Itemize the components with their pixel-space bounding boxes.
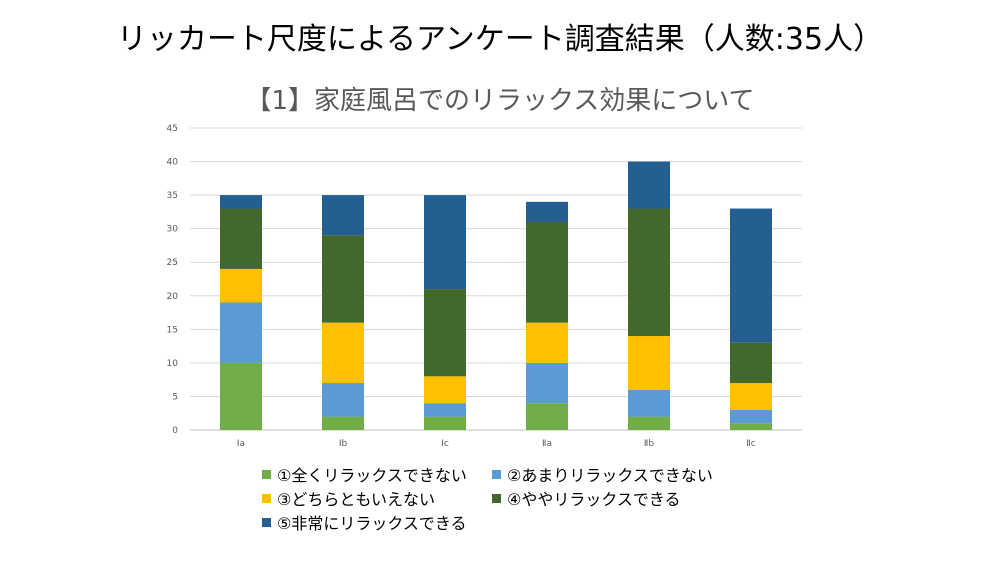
bar-segment xyxy=(322,235,364,323)
bar-segment xyxy=(628,416,670,430)
bar-segment xyxy=(628,389,670,417)
legend-item-series-4: ④ややリラックスできる xyxy=(492,486,681,510)
bar-segment xyxy=(424,403,466,417)
bar-segment xyxy=(526,403,568,430)
legend-label: ⑤非常にリラックスできる xyxy=(277,514,467,533)
legend-label: ③どちらともいえない xyxy=(277,490,436,509)
bar-segment xyxy=(628,161,670,209)
bar-segment xyxy=(628,336,670,390)
bar-segment xyxy=(628,208,670,337)
y-tick-label: 10 xyxy=(167,359,179,369)
bar-segment xyxy=(220,362,262,430)
bar-segment xyxy=(526,322,568,363)
bar-segment xyxy=(730,208,772,343)
bar-segment xyxy=(526,362,568,404)
bar-segment xyxy=(220,195,262,209)
bar-segment xyxy=(220,208,262,269)
x-tick-label: Ⅱb xyxy=(644,439,654,449)
bar-segment xyxy=(322,383,364,417)
bar-segment xyxy=(220,302,262,363)
slide-title: リッカート尺度によるアンケート調査結果（人数:35人） xyxy=(116,22,884,57)
legend-swatch xyxy=(492,493,501,503)
y-tick-label: 45 xyxy=(167,124,178,134)
legend-item-series-1: ①全くリラックスできない xyxy=(262,462,467,486)
bar-segment xyxy=(730,342,772,384)
y-tick-label: 35 xyxy=(167,191,178,201)
y-tick-label: 0 xyxy=(172,426,178,436)
bar-segment xyxy=(730,383,772,410)
y-tick-label: 40 xyxy=(167,158,179,168)
bar-segment xyxy=(526,221,568,323)
x-tick-label: Ⅰc xyxy=(441,439,449,449)
y-tick-label: 25 xyxy=(167,258,178,268)
x-tick-label: Ⅱc xyxy=(746,439,755,449)
bar-segment xyxy=(424,416,466,430)
bar-segment xyxy=(424,376,466,404)
legend-item-series-2: ②あまりリラックスできない xyxy=(492,462,713,486)
legend-item-series-3: ③どちらともいえない xyxy=(262,486,435,510)
legend-label: ④ややリラックスできる xyxy=(507,490,681,509)
legend-swatch xyxy=(492,469,501,479)
bar-segment xyxy=(322,322,364,384)
legend-swatch xyxy=(262,469,271,479)
legend-label: ②あまりリラックスできない xyxy=(507,466,713,485)
chart-title: 【1】家庭風呂でのリラックス効果について xyxy=(245,86,755,116)
y-tick-label: 30 xyxy=(167,225,179,235)
bar-segment xyxy=(322,416,364,430)
legend-label: ①全くリラックスできない xyxy=(277,466,467,485)
x-tick-label: Ⅰb xyxy=(339,439,348,449)
bar-segment xyxy=(730,423,772,430)
bar-segment xyxy=(730,409,772,424)
y-tick-label: 15 xyxy=(167,325,178,335)
legend-swatch xyxy=(262,517,271,527)
bar-segment xyxy=(322,195,364,236)
x-tick-label: Ⅰa xyxy=(237,439,245,449)
legend-swatch xyxy=(262,493,271,503)
bar-segment xyxy=(424,289,466,377)
bar-segment xyxy=(526,201,568,222)
legend-item-series-5: ⑤非常にリラックスできる xyxy=(262,510,467,534)
y-tick-label: 20 xyxy=(167,292,179,302)
x-tick-label: Ⅱa xyxy=(542,439,552,449)
bar-segment xyxy=(424,195,466,290)
y-tick-label: 5 xyxy=(172,392,178,402)
bar-segment xyxy=(220,268,262,303)
